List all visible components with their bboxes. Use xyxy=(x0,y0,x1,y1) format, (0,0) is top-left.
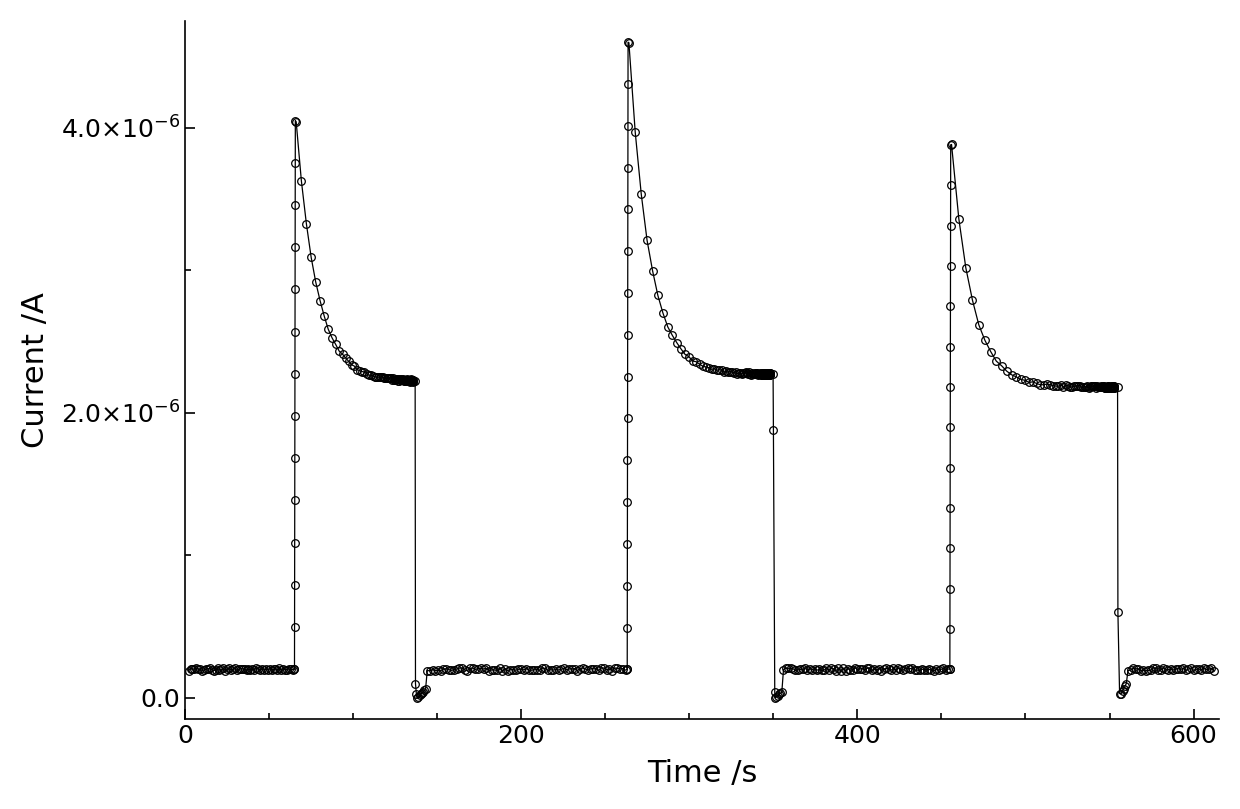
Y-axis label: Current /A: Current /A xyxy=(21,292,50,448)
X-axis label: Time /s: Time /s xyxy=(647,759,758,788)
